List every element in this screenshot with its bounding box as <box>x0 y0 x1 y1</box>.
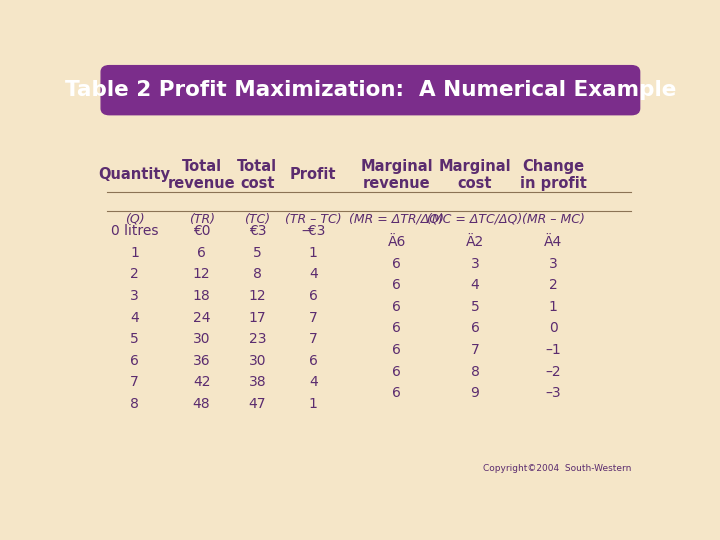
Text: (TR): (TR) <box>189 213 215 226</box>
Text: 1: 1 <box>309 246 318 260</box>
Text: 8: 8 <box>471 364 480 379</box>
Text: 24: 24 <box>193 310 210 325</box>
Text: Marginal
cost: Marginal cost <box>438 159 511 191</box>
Text: 5: 5 <box>130 332 139 346</box>
Text: 3: 3 <box>549 256 557 271</box>
Text: Change
in profit: Change in profit <box>520 159 587 191</box>
Text: 7: 7 <box>130 375 139 389</box>
Text: (Q): (Q) <box>125 213 145 226</box>
Text: 36: 36 <box>193 354 210 368</box>
Text: –2: –2 <box>545 364 561 379</box>
Text: Table 2 Profit Maximization:  A Numerical Example: Table 2 Profit Maximization: A Numerical… <box>65 80 676 100</box>
Text: Total
revenue: Total revenue <box>168 159 235 191</box>
Text: 30: 30 <box>248 354 266 368</box>
Text: Quantity: Quantity <box>99 167 171 183</box>
Text: 38: 38 <box>248 375 266 389</box>
Text: 4: 4 <box>471 278 480 292</box>
Text: 6: 6 <box>392 300 401 314</box>
Text: 12: 12 <box>193 267 210 281</box>
Text: Total
cost: Total cost <box>238 159 277 191</box>
Text: 6: 6 <box>471 321 480 335</box>
Text: Ä4: Ä4 <box>544 235 562 249</box>
Text: (TR – TC): (TR – TC) <box>285 213 341 226</box>
Text: (TC): (TC) <box>244 213 271 226</box>
Text: 4: 4 <box>309 375 318 389</box>
Text: 17: 17 <box>248 310 266 325</box>
Text: Profit: Profit <box>290 167 336 183</box>
Text: 47: 47 <box>248 397 266 411</box>
Text: 2: 2 <box>549 278 557 292</box>
Text: 48: 48 <box>193 397 210 411</box>
Text: €3: €3 <box>248 224 266 238</box>
Text: 6: 6 <box>392 343 401 357</box>
Text: 18: 18 <box>193 289 210 303</box>
Text: 1: 1 <box>309 397 318 411</box>
Text: –€3: –€3 <box>301 224 325 238</box>
Text: –3: –3 <box>545 386 561 400</box>
Text: 23: 23 <box>248 332 266 346</box>
Text: Marginal
revenue: Marginal revenue <box>361 159 433 191</box>
Text: 7: 7 <box>309 332 318 346</box>
Text: 5: 5 <box>253 246 262 260</box>
Text: 3: 3 <box>471 256 480 271</box>
Text: 4: 4 <box>130 310 139 325</box>
Text: 1: 1 <box>130 246 139 260</box>
FancyBboxPatch shape <box>101 66 639 114</box>
Text: 5: 5 <box>471 300 480 314</box>
Text: Ä2: Ä2 <box>466 235 484 249</box>
Text: 6: 6 <box>392 278 401 292</box>
Text: (MC = ΔTC/ΔQ): (MC = ΔTC/ΔQ) <box>428 213 523 226</box>
Text: 12: 12 <box>248 289 266 303</box>
Text: 9: 9 <box>471 386 480 400</box>
Text: 2: 2 <box>130 267 139 281</box>
Text: 6: 6 <box>197 246 206 260</box>
Text: 0: 0 <box>549 321 557 335</box>
Text: (MR – MC): (MR – MC) <box>522 213 585 226</box>
Text: 7: 7 <box>471 343 480 357</box>
Text: 6: 6 <box>309 354 318 368</box>
Text: 6: 6 <box>309 289 318 303</box>
Text: Ä6: Ä6 <box>387 235 406 249</box>
Text: 6: 6 <box>392 256 401 271</box>
Text: (MR = ΔTR/ΔQ): (MR = ΔTR/ΔQ) <box>349 213 444 226</box>
Text: 1: 1 <box>549 300 557 314</box>
Text: –1: –1 <box>545 343 561 357</box>
Text: €0: €0 <box>193 224 210 238</box>
Text: Copyright©2004  South-Western: Copyright©2004 South-Western <box>483 464 631 473</box>
Text: 8: 8 <box>130 397 139 411</box>
Text: 0 litres: 0 litres <box>111 224 158 238</box>
Text: 30: 30 <box>193 332 210 346</box>
Text: 4: 4 <box>309 267 318 281</box>
Text: 6: 6 <box>130 354 139 368</box>
Text: 6: 6 <box>392 364 401 379</box>
Text: 7: 7 <box>309 310 318 325</box>
Text: 3: 3 <box>130 289 139 303</box>
Text: 42: 42 <box>193 375 210 389</box>
Text: 6: 6 <box>392 321 401 335</box>
Text: 8: 8 <box>253 267 262 281</box>
Text: 6: 6 <box>392 386 401 400</box>
